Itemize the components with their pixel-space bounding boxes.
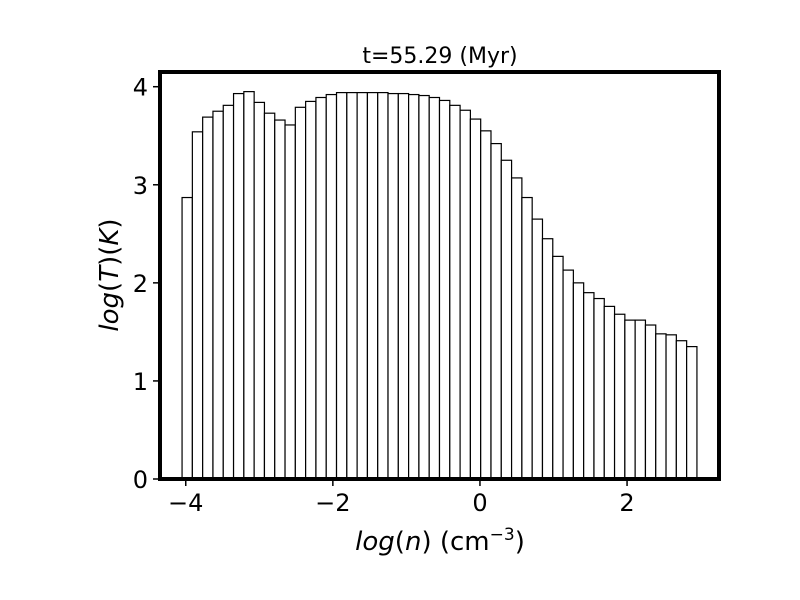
histogram-bar: [222, 104, 235, 480]
y-tick-label: 0: [133, 466, 148, 494]
histogram-bar: [397, 92, 410, 480]
plot-frame: [158, 70, 721, 481]
y-tick-label: 2: [133, 270, 148, 298]
y-tick-label: 3: [133, 172, 148, 200]
histogram-bar: [315, 96, 327, 480]
histogram-bar: [284, 124, 296, 480]
y-tick-label: 1: [133, 368, 148, 396]
histogram-bar: [593, 297, 605, 480]
histogram-bar: [521, 196, 533, 480]
histogram-bar: [613, 313, 626, 480]
histogram-bar: [583, 292, 595, 480]
histogram-bar: [603, 305, 616, 480]
histogram-bar: [212, 110, 224, 480]
histogram-bar: [665, 334, 677, 480]
chart-title: t=55.29 (Myr): [362, 44, 517, 69]
histogram-bar: [428, 96, 441, 480]
histogram-bar: [346, 91, 358, 480]
x-axis-label: log(n) (cm−3): [355, 525, 525, 557]
histogram-bar: [531, 218, 544, 480]
histogram-bar: [202, 116, 214, 480]
histogram-bar: [500, 159, 513, 480]
x-axis-label-exp: −3: [490, 525, 515, 545]
histogram-bar: [490, 142, 502, 480]
histogram-bar: [469, 118, 482, 480]
histogram-bar: [634, 319, 647, 480]
histogram-bar: [449, 104, 461, 480]
histogram-bar: [624, 319, 636, 480]
histogram-bar: [263, 112, 276, 480]
histogram-bar: [274, 119, 286, 480]
histogram-bar: [366, 91, 379, 480]
y-axis-label: log(T)(K): [95, 218, 125, 331]
histogram-bar: [243, 91, 255, 480]
histogram-bar: [232, 92, 245, 480]
x-axis-label-arg: n: [405, 527, 421, 557]
histogram-bar: [644, 324, 657, 480]
histogram-bar: [294, 106, 307, 480]
histogram-bar: [438, 99, 451, 480]
histogram-bar: [480, 130, 492, 480]
y-tick-label: 4: [133, 74, 148, 102]
histogram-bar: [686, 346, 698, 480]
x-tick-label: 2: [619, 489, 634, 517]
histogram-bar: [459, 109, 471, 480]
y-axis-ticks: 0 1 2 3 4: [133, 74, 160, 494]
histogram-bar: [572, 282, 585, 480]
histogram-bar: [305, 100, 317, 480]
x-tick-label: −2: [315, 489, 350, 517]
histogram-bar: [541, 238, 554, 480]
histogram-bar: [408, 93, 420, 480]
histogram-bar: [562, 269, 574, 480]
histogram-bar: [325, 93, 338, 480]
histogram-bar: [356, 91, 369, 480]
y-axis-label-var: log: [95, 292, 125, 332]
x-tick-label: −4: [168, 489, 203, 517]
x-tick-label: 0: [472, 489, 487, 517]
histogram-bar: [418, 94, 430, 480]
histogram-bar: [655, 333, 667, 480]
histogram-bar: [191, 131, 204, 480]
histogram-bar: [253, 101, 266, 480]
x-axis-ticks: −4 −2 0 2: [168, 479, 635, 517]
histogram-bar: [377, 91, 389, 480]
histogram-bar: [387, 92, 399, 480]
y-axis-label-unit: K: [95, 227, 125, 246]
histogram-bar: [552, 255, 564, 480]
histogram-bar: [335, 91, 348, 480]
histogram-bar: [181, 196, 193, 480]
y-axis-label-arg: T: [95, 264, 125, 282]
x-axis-label-var: log: [355, 527, 395, 557]
bars-group: [181, 91, 698, 480]
histogram-bar: [675, 340, 688, 480]
x-axis-label-unit: cm: [450, 527, 490, 557]
histogram-bar: [510, 177, 523, 480]
